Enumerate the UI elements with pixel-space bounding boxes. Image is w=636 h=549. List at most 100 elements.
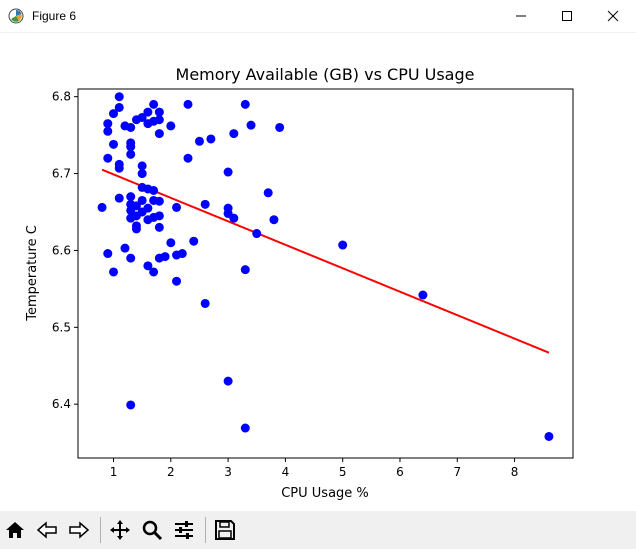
zoom-icon	[142, 520, 163, 541]
close-icon	[607, 10, 619, 22]
data-point	[103, 119, 113, 129]
data-point	[229, 213, 239, 223]
figure-canvas[interactable]: Memory Available (GB) vs CPU Usage 1 2 3 4 5…	[0, 33, 636, 511]
data-point	[137, 112, 147, 122]
data-point	[269, 215, 279, 225]
zoom-button[interactable]	[137, 515, 167, 545]
data-point	[240, 265, 250, 275]
toolbar-separator	[205, 517, 206, 543]
data-point	[103, 126, 113, 136]
data-point	[154, 222, 164, 232]
window-titlebar: Figure 6	[0, 0, 636, 33]
data-point	[240, 423, 250, 433]
data-point	[172, 276, 182, 286]
toolbar-separator	[100, 517, 101, 543]
x-tick-label: 7	[453, 465, 461, 479]
forward-button[interactable]	[64, 515, 94, 545]
data-point	[149, 99, 159, 109]
data-point	[223, 376, 233, 386]
data-point	[154, 115, 164, 125]
data-point	[183, 99, 193, 109]
close-button[interactable]	[590, 0, 636, 32]
data-point	[126, 213, 136, 223]
maximize-icon	[562, 11, 572, 21]
data-point	[149, 185, 159, 195]
data-point	[126, 253, 136, 263]
configure-subplots-icon	[175, 521, 193, 539]
data-point	[275, 122, 285, 132]
data-point	[194, 136, 204, 146]
data-point	[338, 240, 348, 250]
data-point	[137, 169, 147, 179]
data-point	[114, 102, 124, 112]
data-point	[109, 139, 119, 149]
x-tick-label: 2	[167, 465, 175, 479]
data-point	[120, 243, 130, 253]
navigation-toolbar	[0, 511, 636, 549]
home-button[interactable]	[0, 515, 30, 545]
data-point	[126, 400, 136, 410]
data-point	[120, 121, 130, 131]
data-point	[137, 161, 147, 171]
data-point	[172, 202, 182, 212]
data-point	[177, 249, 187, 259]
data-point	[126, 192, 136, 202]
pan-button[interactable]	[105, 515, 135, 545]
y-tick-label: 6.5	[52, 320, 71, 334]
data-point	[200, 298, 210, 308]
data-point	[154, 107, 164, 117]
x-tick-label: 1	[110, 465, 118, 479]
back-button[interactable]	[32, 515, 62, 545]
y-tick-label: 6.7	[52, 167, 71, 181]
x-tick-label: 4	[282, 465, 290, 479]
data-point	[126, 149, 136, 159]
x-axis-label: CPU Usage %	[281, 486, 369, 501]
x-tick-label: 5	[339, 465, 347, 479]
data-point	[143, 107, 153, 117]
data-point	[143, 261, 153, 271]
data-point	[160, 252, 170, 262]
x-tick-label: 8	[511, 465, 519, 479]
save-button[interactable]	[210, 515, 240, 545]
data-point	[166, 238, 176, 248]
x-tick-label: 6	[396, 465, 404, 479]
data-point	[154, 196, 164, 206]
data-point	[544, 431, 554, 441]
data-point	[154, 211, 164, 221]
y-tick-label: 6.8	[52, 90, 71, 104]
regression-line	[101, 168, 550, 354]
scatter-chart: Memory Available (GB) vs CPU Usage 1 2 3 4 5…	[25, 65, 574, 501]
save-icon	[215, 520, 235, 540]
data-point	[131, 224, 141, 234]
window-controls	[498, 0, 636, 32]
minimize-button[interactable]	[498, 0, 544, 32]
data-point	[206, 134, 216, 144]
data-point	[183, 153, 193, 163]
y-tick-label: 6.4	[52, 397, 71, 411]
configure-subplots-button[interactable]	[169, 515, 199, 545]
data-point	[154, 129, 164, 139]
data-point	[103, 249, 113, 259]
matplotlib-app-icon	[8, 8, 24, 24]
data-point	[223, 167, 233, 177]
data-point	[114, 193, 124, 203]
data-point	[109, 109, 119, 119]
data-point	[103, 153, 113, 163]
data-point	[229, 129, 239, 139]
pan-icon	[110, 520, 130, 540]
data-point	[189, 236, 199, 246]
forward-icon	[69, 521, 90, 539]
axes-frame	[77, 88, 574, 459]
data-point	[109, 267, 119, 277]
data-point	[166, 121, 176, 131]
data-point	[263, 188, 273, 198]
back-icon	[36, 521, 57, 539]
chart-title: Memory Available (GB) vs CPU Usage	[176, 65, 475, 84]
y-tick-label: 6.6	[52, 243, 71, 257]
data-point	[114, 163, 124, 173]
minimize-icon	[516, 15, 526, 17]
data-point	[137, 195, 147, 205]
maximize-button[interactable]	[544, 0, 590, 32]
data-point	[126, 205, 136, 215]
home-icon	[6, 522, 24, 538]
